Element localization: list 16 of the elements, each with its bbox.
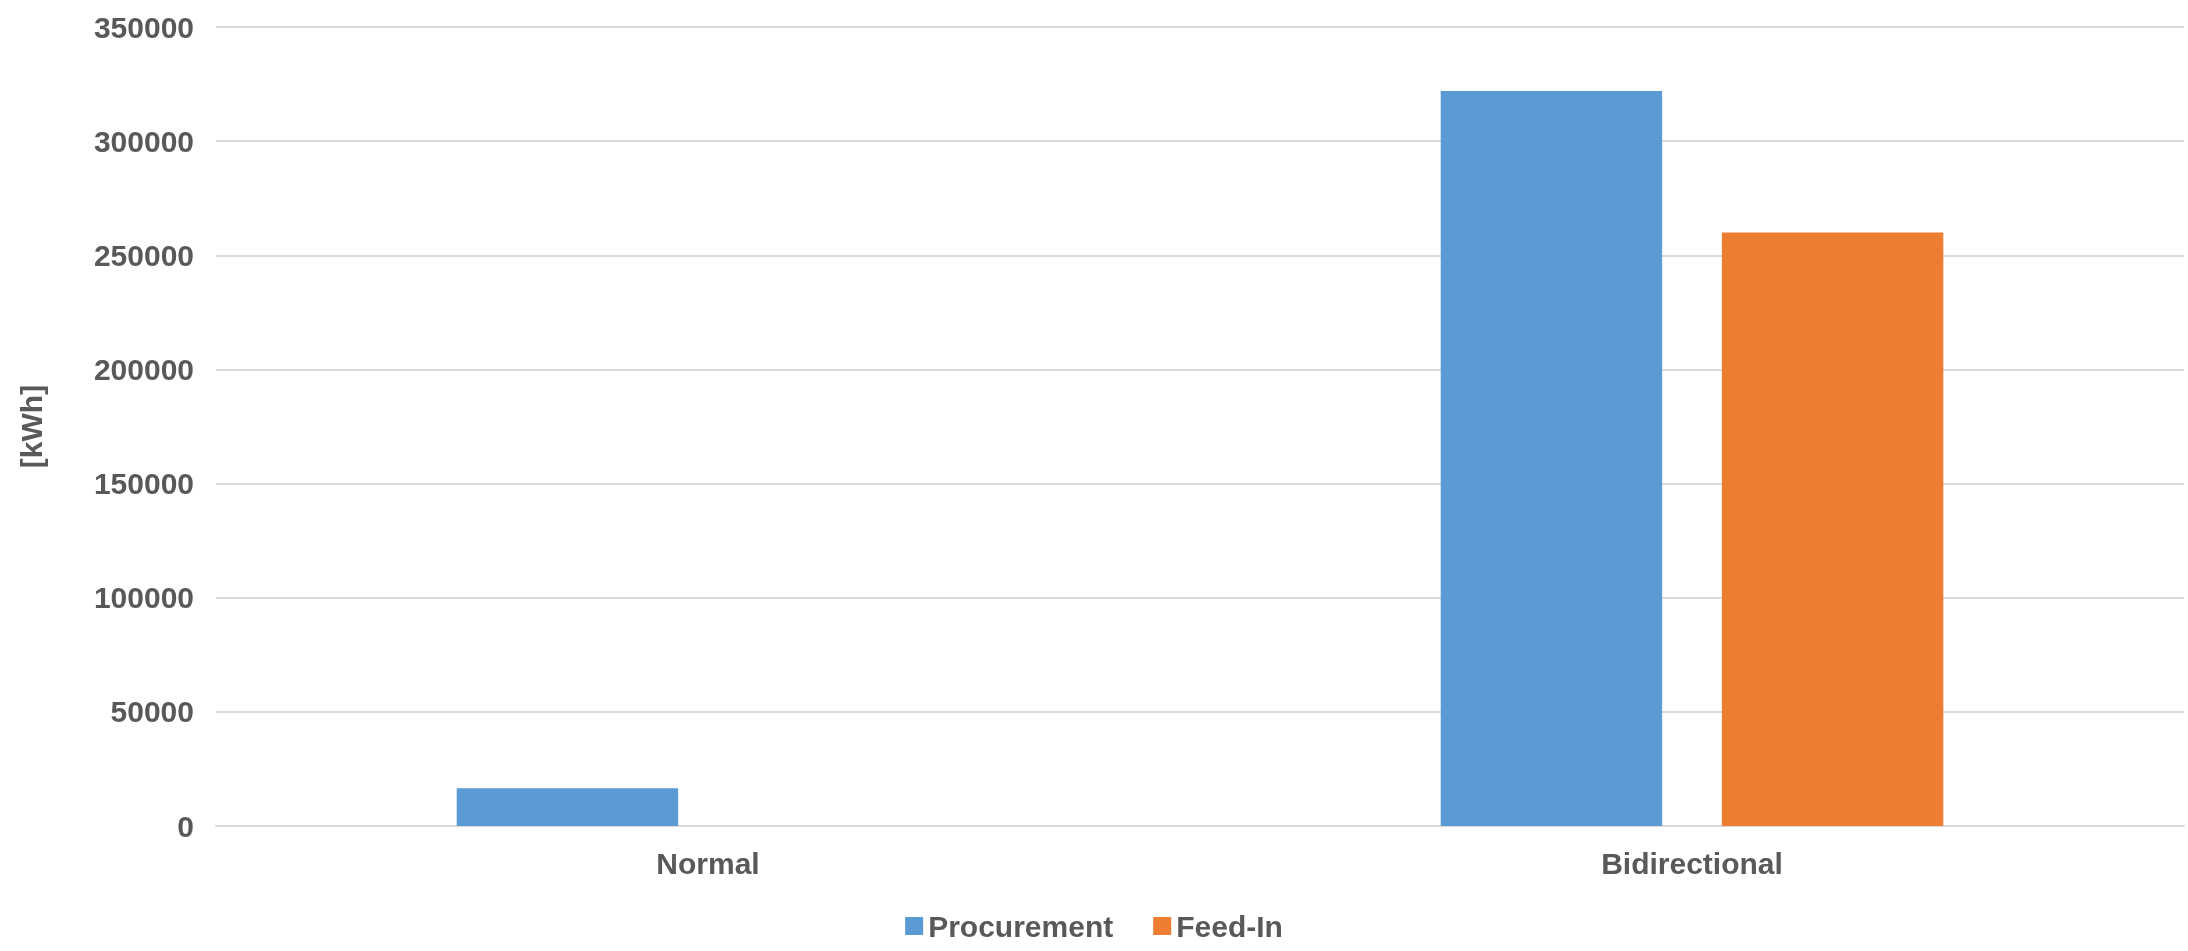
bar (1440, 90, 1663, 826)
y-tick-label: 300000 (93, 124, 194, 158)
x-tick-label: Bidirectional (1601, 846, 1783, 880)
y-tick-label: 100000 (93, 581, 194, 615)
y-tick-label: 0 (177, 809, 194, 843)
bar (1721, 232, 1944, 826)
y-tick-label: 250000 (93, 238, 194, 272)
y-tick-label: 350000 (93, 10, 194, 44)
bar (456, 788, 679, 826)
y-tick-label: 150000 (93, 467, 194, 501)
y-axis-title: [kWh] (14, 384, 48, 469)
legend-label: Feed-In (1176, 909, 1283, 943)
y-tick-label: 50000 (110, 695, 194, 729)
legend-label: Procurement (928, 909, 1114, 943)
y-tick-label: 200000 (93, 352, 194, 386)
x-tick-label: Normal (656, 846, 760, 880)
